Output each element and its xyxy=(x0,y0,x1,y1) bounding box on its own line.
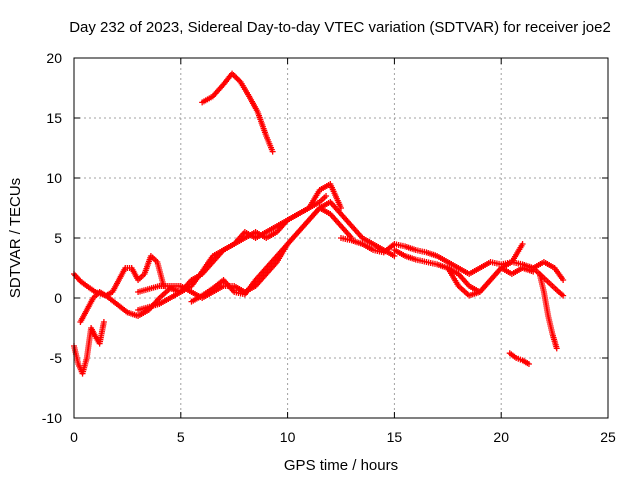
data-point xyxy=(525,361,532,367)
series-track-j xyxy=(444,265,537,299)
x-tick-label: 15 xyxy=(387,429,403,445)
data-point xyxy=(338,205,344,211)
y-tick-label: 15 xyxy=(46,110,62,126)
data-points xyxy=(71,70,567,377)
x-tick-label: 0 xyxy=(70,429,78,445)
series-track-d xyxy=(135,181,344,313)
y-tick-label: -5 xyxy=(50,350,63,366)
data-point xyxy=(269,148,276,155)
data-point xyxy=(560,277,567,283)
x-tick-label: 10 xyxy=(280,429,296,445)
series-track-c xyxy=(71,319,107,377)
series-track-g xyxy=(199,70,276,155)
data-point xyxy=(323,193,330,199)
y-tick-label: 0 xyxy=(54,290,62,306)
x-tick-label: 25 xyxy=(600,429,616,445)
series-track-k xyxy=(536,271,560,352)
series-track-h xyxy=(338,235,567,283)
data-point xyxy=(100,319,107,325)
axis-ticks: 0 5 10 15 20 25 -10 -5 0 5 10 15 20 xyxy=(42,50,616,445)
series-track-m xyxy=(506,350,532,367)
x-axis-label: GPS time / hours xyxy=(284,457,398,474)
plot-frame xyxy=(73,57,609,419)
series-track-b xyxy=(77,253,167,325)
data-point xyxy=(519,241,526,247)
data-point xyxy=(391,253,398,259)
data-point xyxy=(560,292,567,299)
series-track-l xyxy=(530,265,567,299)
y-tick-label: 20 xyxy=(46,50,62,66)
y-tick-label: 5 xyxy=(54,230,62,246)
y-axis-label: SDTVAR / TECUs xyxy=(7,178,24,298)
y-tick-label: 10 xyxy=(46,170,62,186)
x-tick-label: 20 xyxy=(493,429,509,445)
chart-title: Day 232 of 2023, Sidereal Day-to-day VTE… xyxy=(69,19,611,36)
x-tick-label: 5 xyxy=(177,429,185,445)
data-point xyxy=(553,345,560,352)
y-tick-label: -10 xyxy=(42,410,62,426)
